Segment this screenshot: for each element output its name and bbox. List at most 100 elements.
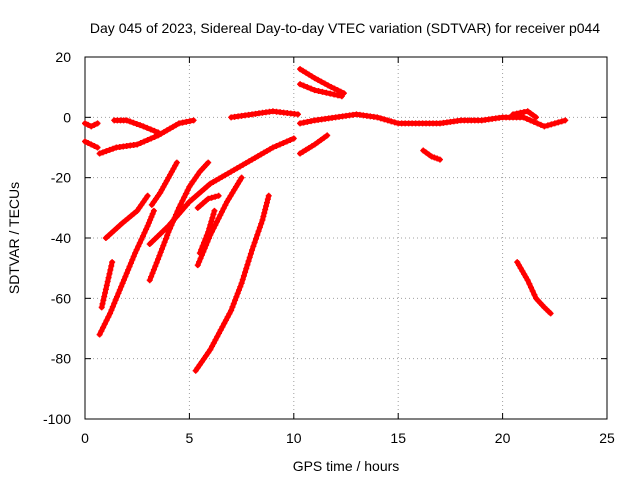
data-point — [201, 355, 208, 362]
data-point — [156, 252, 163, 259]
data-point — [199, 243, 206, 250]
data-point — [222, 317, 229, 324]
data-point — [96, 150, 103, 157]
data-point — [88, 141, 95, 148]
series-arc20 — [420, 147, 443, 163]
series-arc18 — [297, 81, 345, 100]
data-point — [174, 208, 181, 215]
data-point — [209, 214, 216, 221]
series-arc14 — [192, 192, 272, 374]
data-point — [218, 208, 225, 215]
data-point — [101, 320, 108, 327]
data-point — [127, 260, 134, 267]
data-point — [300, 82, 307, 89]
data-point — [148, 273, 155, 280]
data-point — [169, 218, 176, 225]
chart-title: Day 045 of 2023, Sidereal Day-to-day VTE… — [90, 20, 600, 36]
data-point — [203, 232, 210, 239]
data-point — [524, 277, 531, 284]
data-point — [548, 121, 555, 128]
data-point — [315, 76, 322, 83]
data-point — [168, 168, 175, 175]
data-point — [108, 307, 115, 314]
data-point — [141, 138, 148, 145]
data-point — [207, 346, 214, 353]
data-point — [101, 293, 108, 300]
data-point — [206, 225, 213, 232]
data-point — [194, 262, 201, 269]
data-point — [94, 120, 101, 127]
data-point — [140, 198, 147, 205]
data-point — [150, 207, 157, 214]
data-point — [258, 220, 265, 227]
data-point — [234, 180, 241, 187]
data-point — [153, 259, 160, 266]
series-arc21 — [514, 259, 554, 317]
data-point — [105, 313, 112, 320]
data-point — [290, 135, 297, 142]
series-arc4 — [111, 117, 162, 136]
data-point — [238, 174, 245, 181]
data-point — [107, 266, 114, 273]
data-point — [234, 290, 241, 297]
data-point — [555, 119, 562, 126]
data-point — [374, 114, 381, 121]
data-point — [162, 180, 169, 187]
data-point — [308, 118, 315, 125]
data-point — [226, 310, 233, 317]
data-point — [147, 126, 154, 133]
data-point — [434, 155, 441, 162]
data-point — [196, 250, 203, 257]
data-point — [144, 192, 151, 199]
data-point — [82, 138, 88, 145]
data-point — [232, 297, 239, 304]
data-point — [186, 183, 193, 190]
data-point — [175, 120, 182, 127]
data-point — [157, 189, 164, 196]
data-point — [208, 194, 215, 201]
data-point — [327, 90, 334, 97]
data-point — [212, 222, 219, 229]
data-point — [141, 229, 148, 236]
data-point — [181, 204, 188, 211]
data-point — [194, 364, 201, 371]
data-point — [317, 136, 324, 143]
data-point — [150, 198, 157, 205]
data-point — [264, 196, 271, 203]
data-point — [162, 235, 169, 242]
data-point — [217, 327, 224, 334]
data-point — [165, 174, 172, 181]
data-point — [201, 239, 208, 246]
data-point — [205, 159, 212, 166]
data-point — [134, 207, 141, 214]
data-point — [88, 123, 95, 130]
data-point — [130, 119, 137, 126]
data-point — [144, 222, 151, 229]
data-point — [109, 303, 116, 310]
data-point — [148, 135, 155, 142]
data-point — [225, 195, 232, 202]
data-point — [252, 235, 259, 242]
data-point — [177, 201, 184, 208]
data-point — [239, 276, 246, 283]
data-point — [233, 293, 240, 300]
data-point — [118, 283, 125, 290]
y-tick-label: 20 — [55, 49, 71, 65]
data-point — [227, 192, 234, 199]
data-point — [527, 284, 534, 291]
data-point — [534, 120, 541, 127]
data-point — [334, 87, 341, 94]
data-point — [103, 148, 110, 155]
data-point — [436, 156, 443, 163]
data-point — [170, 165, 177, 172]
series-arc3 — [96, 117, 197, 157]
data-point — [246, 254, 253, 261]
x-tick-label: 0 — [81, 430, 89, 446]
data-point — [338, 93, 345, 100]
data-point — [148, 213, 155, 220]
data-point — [210, 340, 217, 347]
data-point — [213, 218, 220, 225]
data-point — [120, 276, 127, 283]
data-point — [205, 228, 212, 235]
data-point — [196, 361, 203, 368]
